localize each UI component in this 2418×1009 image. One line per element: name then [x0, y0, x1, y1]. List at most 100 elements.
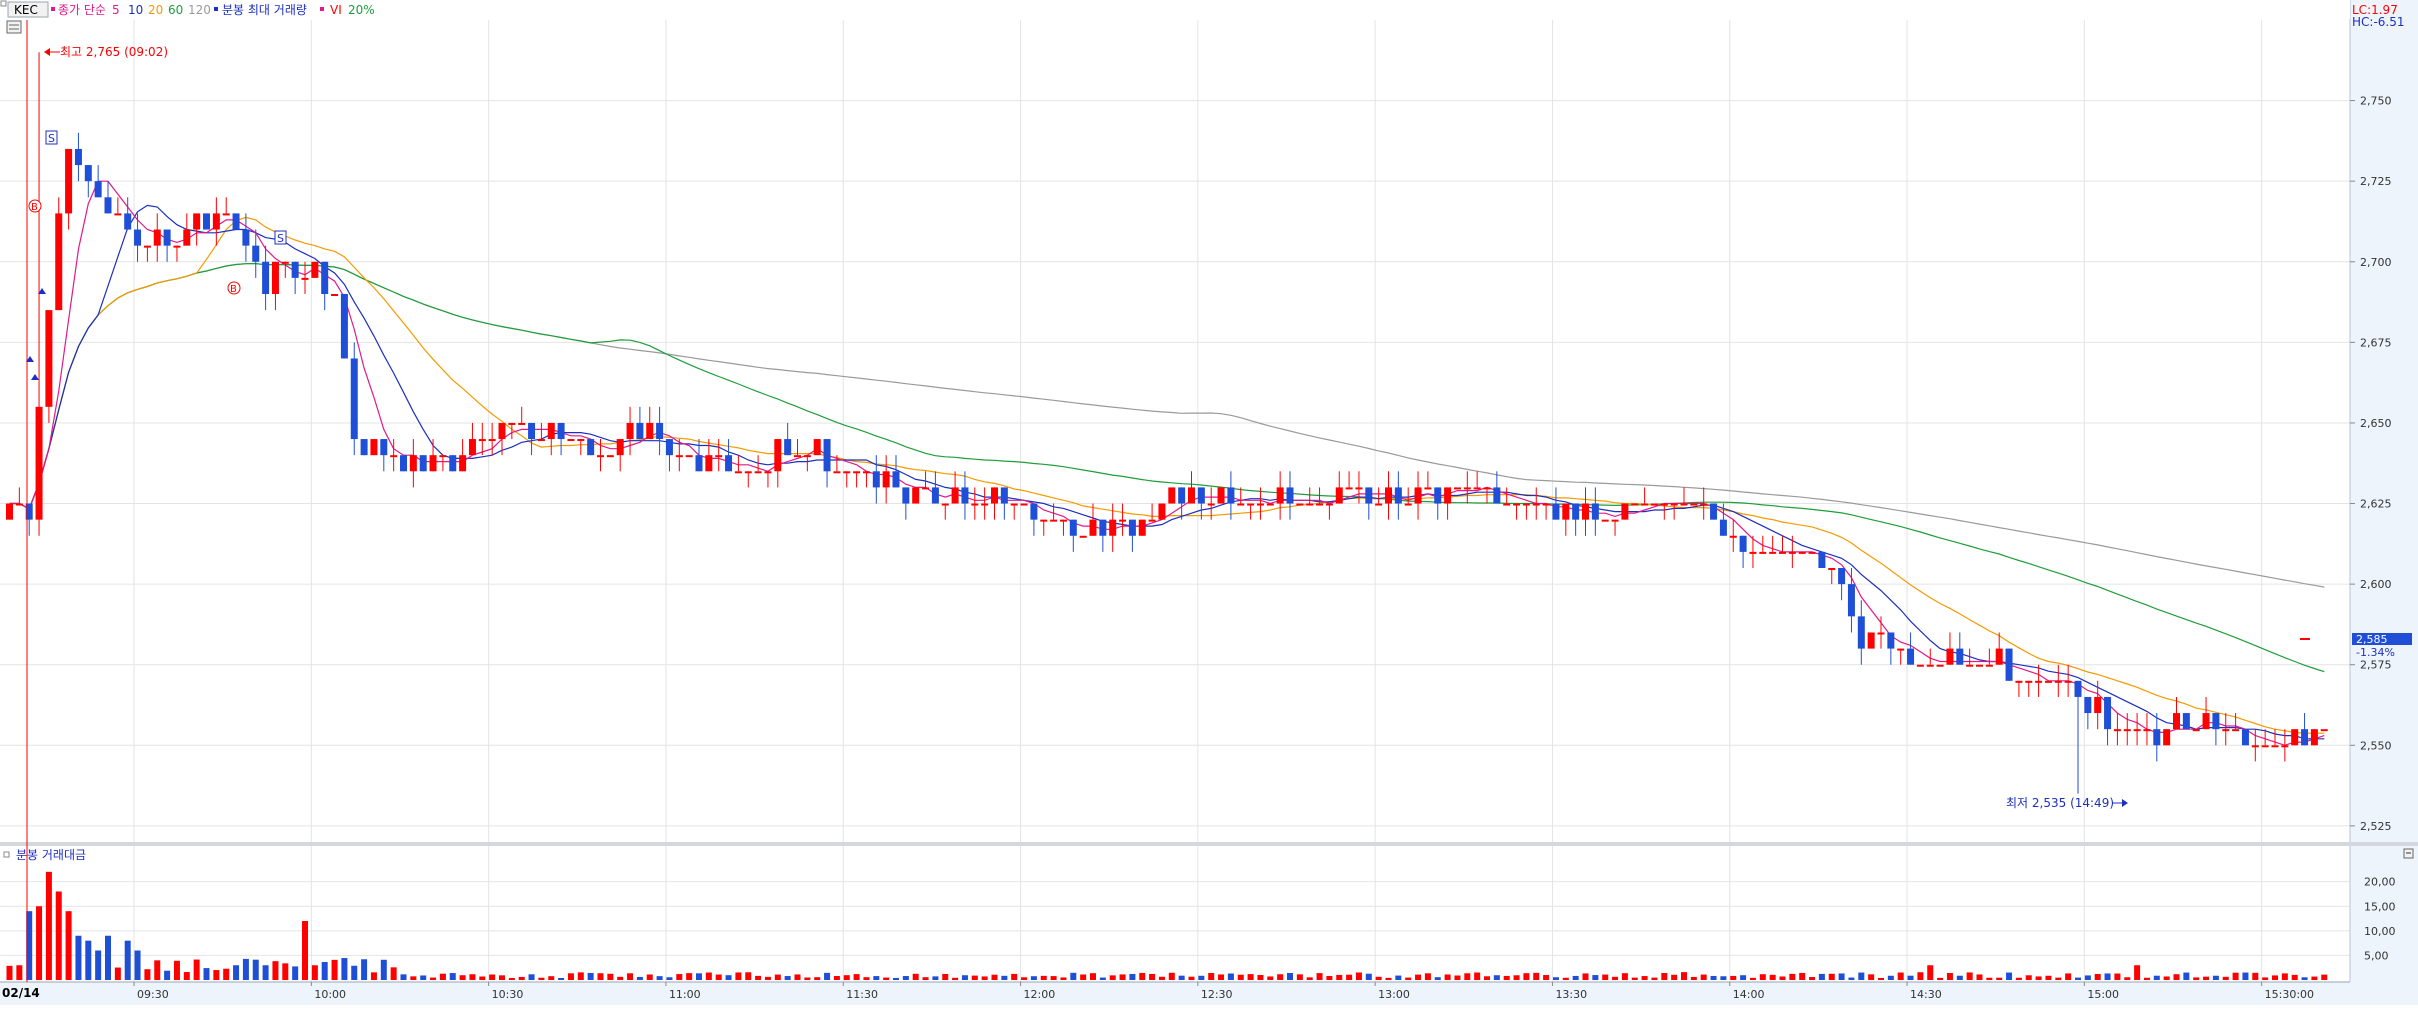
candle	[981, 503, 989, 506]
candle	[1089, 519, 1097, 536]
candle	[784, 439, 792, 456]
candle	[1779, 551, 1786, 554]
volume-bar	[1188, 976, 1195, 980]
volume-bar	[1996, 977, 2003, 980]
volume-bar	[696, 973, 702, 980]
volume-max-label: 분봉 최대 거래량	[222, 3, 307, 17]
candle	[1030, 503, 1038, 520]
candle	[853, 471, 861, 474]
volume-bar	[2163, 976, 2170, 980]
volume-bar	[2143, 977, 2150, 980]
volume-bar	[1749, 977, 1756, 980]
candle	[1256, 503, 1264, 506]
volume-bar	[2232, 972, 2239, 980]
menu-icon[interactable]	[0, 0, 7, 7]
candle	[2094, 696, 2102, 714]
volume-bar	[2035, 976, 2042, 980]
candle	[1522, 503, 1530, 506]
candle	[1503, 503, 1511, 506]
candle	[380, 439, 388, 456]
candle	[301, 277, 309, 280]
volume-bar	[1907, 975, 1914, 980]
candle	[2005, 648, 2013, 681]
up-arrow-icon	[26, 356, 34, 362]
volume-bar	[1237, 974, 1244, 980]
price-tick-label: 2,650	[2360, 417, 2392, 430]
candle	[360, 439, 368, 456]
volume-bar	[1464, 973, 1471, 980]
candle	[1562, 503, 1570, 520]
candle	[902, 487, 910, 504]
volume-bar	[105, 935, 111, 980]
volume-bar	[1060, 977, 1067, 980]
time-tick-label: 15:00	[2087, 988, 2119, 1001]
candle	[478, 439, 486, 442]
candle	[1493, 487, 1501, 504]
buy-marker-icon	[227, 281, 241, 295]
candle	[1877, 632, 1885, 635]
candle	[2310, 729, 2318, 746]
volume-bar	[1198, 975, 1205, 980]
volume-bar	[420, 975, 427, 980]
volume-bar	[1011, 973, 1018, 980]
volume-bar	[449, 973, 456, 980]
candle	[1453, 487, 1461, 490]
candle	[941, 503, 949, 506]
volume-axis: 20,00 15,00 10,00 5,00	[2364, 876, 2396, 963]
candle	[528, 422, 536, 440]
volume-bar	[1099, 977, 1106, 980]
candle	[2064, 680, 2072, 683]
volume-bar	[1582, 973, 1589, 980]
volume-bar	[607, 973, 614, 980]
volume-bar	[735, 972, 742, 980]
candle	[271, 261, 279, 294]
volume-bar	[784, 976, 791, 980]
candle	[587, 439, 595, 456]
candle	[754, 471, 762, 474]
candle	[94, 181, 102, 198]
volume-bar	[390, 967, 397, 980]
candle	[1286, 487, 1294, 504]
candle	[2301, 729, 2309, 746]
time-tick-label: 14:00	[1733, 988, 1765, 1001]
candle	[971, 503, 979, 506]
volume-bar	[774, 974, 781, 980]
volume-bar	[1267, 976, 1274, 980]
candle	[6, 503, 13, 520]
candle	[370, 439, 378, 456]
svg-text:S: S	[277, 232, 284, 245]
time-axis: 09:30 10:00 10:30 11:00 11:30 12:00 12:30 13:00…	[133, 982, 2314, 1001]
current-price-box	[2352, 633, 2412, 645]
candle	[1739, 535, 1747, 552]
candle	[222, 213, 230, 216]
volume-bar	[794, 974, 801, 980]
candle	[1237, 503, 1245, 506]
candle	[1532, 503, 1540, 506]
candle	[2143, 729, 2151, 732]
grid	[0, 20, 2350, 982]
candle	[1217, 487, 1225, 504]
candle	[577, 439, 585, 442]
hc-value: HC:-6.51	[2352, 15, 2405, 29]
candle	[2281, 745, 2289, 748]
volume-bar	[804, 977, 811, 980]
candle	[2232, 729, 2240, 732]
candle	[2113, 729, 2121, 732]
volume-bar	[725, 975, 732, 980]
volume-bar	[2203, 976, 2210, 980]
volume-bar	[1336, 974, 1343, 980]
candle	[1375, 503, 1383, 506]
candle	[823, 439, 831, 472]
candle	[1040, 519, 1048, 522]
volume-bar	[863, 977, 870, 980]
volume-bar	[1868, 974, 1875, 980]
volume-bar	[2321, 974, 2328, 980]
candle	[1897, 648, 1905, 651]
grid-icon[interactable]	[6, 20, 22, 34]
candle	[429, 455, 437, 472]
volume-bar	[873, 976, 880, 980]
symbol-box[interactable]	[7, 1, 49, 18]
candle	[1818, 551, 1826, 568]
candle	[1966, 664, 1974, 667]
